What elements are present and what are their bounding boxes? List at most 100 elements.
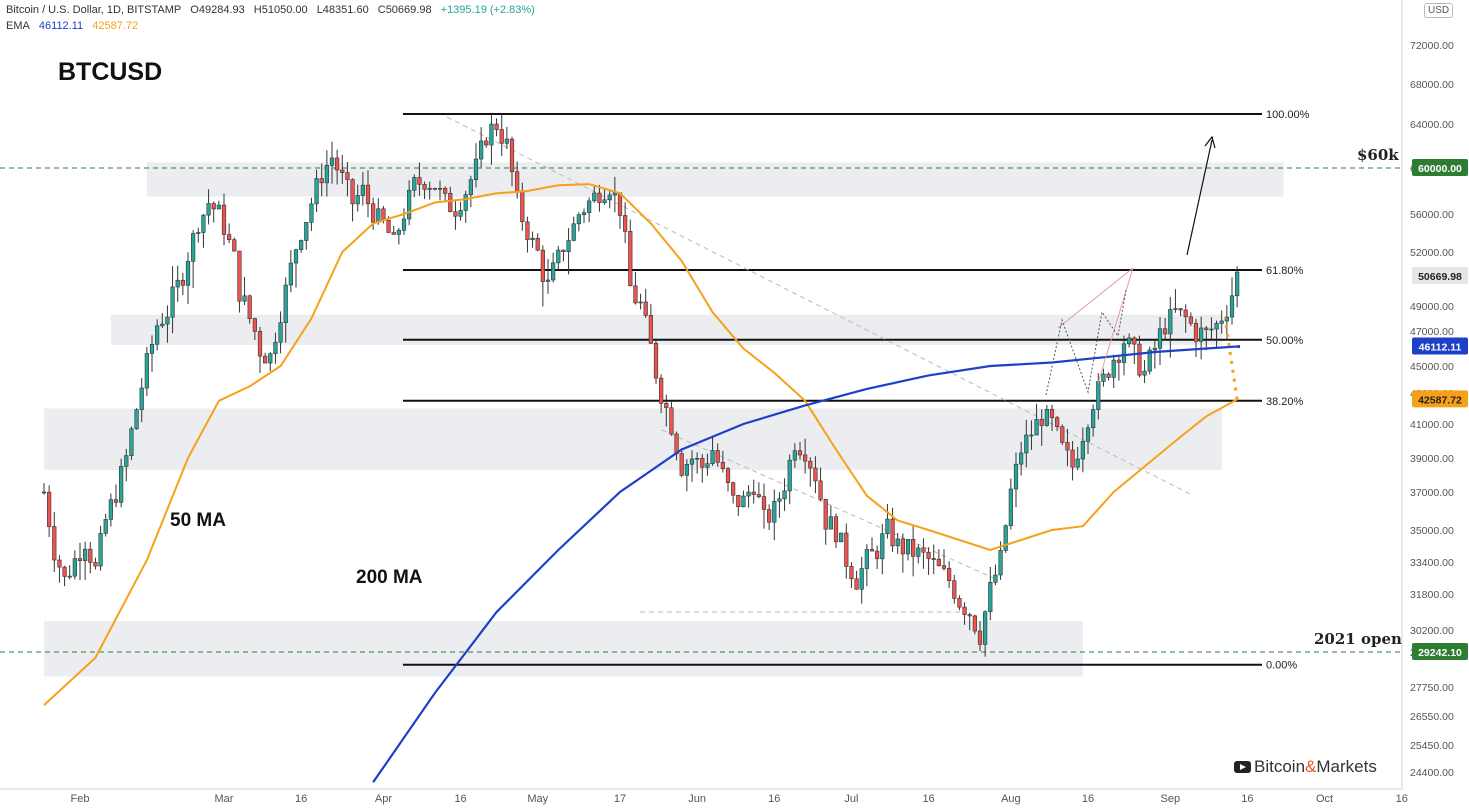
candle-body <box>257 331 263 357</box>
change-value: +1395.19 (+2.83%) <box>440 4 535 16</box>
candle-body <box>761 496 767 510</box>
candle-body <box>880 533 885 560</box>
candle-body <box>875 550 880 560</box>
candle-body <box>134 409 139 430</box>
candle-body <box>551 262 556 281</box>
candle-body <box>710 450 715 464</box>
candle-body <box>365 184 371 205</box>
candle-body <box>319 178 324 184</box>
candle-body <box>124 455 129 467</box>
candle-body <box>345 172 350 180</box>
y-tick-label: 52000.00 <box>1410 247 1454 259</box>
candle-body <box>1055 417 1060 428</box>
candle-body <box>869 549 875 552</box>
candle-body <box>1127 337 1132 345</box>
candle-body <box>715 450 720 463</box>
y-tick-label: 24400.00 <box>1410 767 1454 779</box>
x-tick-label: Mar <box>215 793 234 805</box>
candle-body <box>165 316 170 325</box>
x-tick-label: 16 <box>295 793 307 805</box>
candle-body <box>196 232 201 234</box>
candle-body <box>895 538 900 547</box>
candle-body <box>113 499 119 503</box>
candle-body <box>674 433 679 454</box>
candle-body <box>813 467 818 482</box>
candle-body <box>427 187 432 190</box>
candle-body <box>283 284 288 323</box>
candle-body <box>1003 525 1008 551</box>
candle-body <box>83 548 88 562</box>
candle-body <box>592 192 597 202</box>
candle-body <box>962 606 967 615</box>
candle-body <box>432 187 437 190</box>
candle-body <box>396 229 401 235</box>
fib-level-label: 38.20% <box>1266 396 1304 408</box>
candle-body <box>926 551 931 559</box>
candle-body <box>1070 449 1075 468</box>
fib-level-label: 61.80% <box>1266 265 1304 277</box>
candle-body <box>566 240 571 253</box>
candle-body <box>602 199 607 203</box>
candle-body <box>175 279 180 288</box>
candle-body <box>1132 337 1137 345</box>
candle-body <box>700 457 705 468</box>
trendline-dashed <box>661 429 999 581</box>
candle-body <box>273 341 278 355</box>
candle-body <box>1111 359 1116 378</box>
ma50-annotation: 50 MA <box>170 510 226 531</box>
brand-name-a: Bitcoin <box>1254 757 1306 776</box>
y-tick-label: 26550.00 <box>1410 711 1454 723</box>
y-tick-label: 47000.00 <box>1410 326 1454 338</box>
x-tick-label: 16 <box>1082 793 1094 805</box>
y-tick-label: 68000.00 <box>1410 79 1454 91</box>
candle-body <box>232 239 237 252</box>
candle-body <box>185 261 191 286</box>
candle-body <box>628 231 633 287</box>
candle-body <box>623 215 628 232</box>
candle-body <box>828 516 833 530</box>
candle-body <box>751 491 756 495</box>
candle-body <box>227 234 232 240</box>
candle-body <box>1008 488 1013 526</box>
currency-badge[interactable]: USD <box>1424 3 1454 18</box>
wedge-line <box>1097 267 1134 384</box>
fib-level-label: 100.00% <box>1266 109 1310 121</box>
candle-body <box>1147 349 1152 372</box>
candle-body <box>972 615 977 632</box>
candle-body <box>885 518 890 535</box>
candle-body <box>1075 458 1080 468</box>
candle-body <box>1163 328 1168 335</box>
candle-body <box>350 179 355 205</box>
candle-body <box>957 598 962 608</box>
candle-body <box>268 353 273 364</box>
candle-body <box>767 509 772 523</box>
fib-level-label: 0.00% <box>1266 660 1297 672</box>
candle-body <box>221 204 227 235</box>
x-tick-label: 16 <box>768 793 780 805</box>
candle-body <box>545 279 551 282</box>
x-tick-label: Jun <box>688 793 706 805</box>
candle-body <box>556 249 561 264</box>
candle-body <box>772 500 777 523</box>
candle-body <box>653 343 659 379</box>
candle-body <box>936 558 941 566</box>
candle-body <box>993 574 998 583</box>
candle-body <box>705 463 710 468</box>
y-tick-label: 31800.00 <box>1410 589 1454 601</box>
candle-body <box>1229 295 1235 318</box>
candle-body <box>47 491 52 527</box>
candle-body <box>1219 320 1224 324</box>
candle-body <box>1199 327 1204 342</box>
candle-body <box>633 285 638 304</box>
ma200-price-tag <box>1412 337 1468 355</box>
candle-body <box>386 219 391 233</box>
candle-body <box>57 559 62 568</box>
y-tick-label: 45000.00 <box>1410 361 1454 373</box>
candle-body <box>201 214 206 233</box>
candle-body <box>103 519 108 534</box>
candle-body <box>900 538 905 555</box>
candle-body <box>988 582 993 613</box>
candle-body <box>581 212 587 215</box>
candle-body <box>1173 308 1178 310</box>
